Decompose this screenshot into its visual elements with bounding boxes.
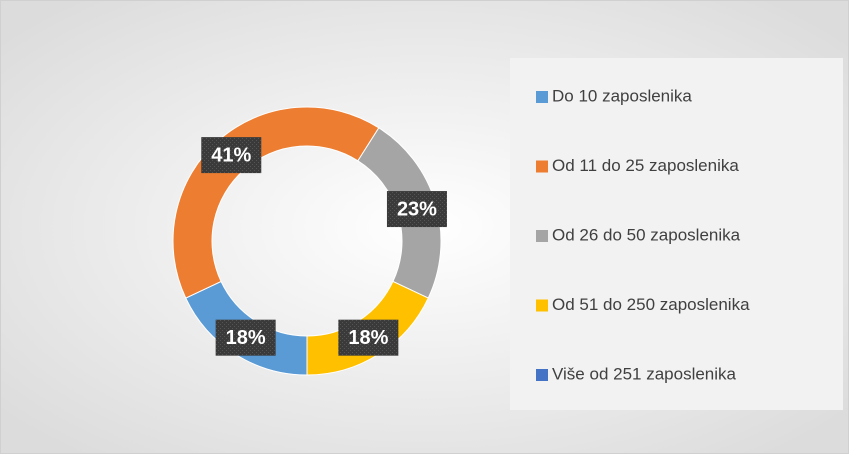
data-label: 18% xyxy=(226,327,266,349)
data-label: 23% xyxy=(397,198,437,220)
legend-label: Od 11 do 25 zaposlenika xyxy=(552,156,739,175)
legend-box xyxy=(510,58,843,410)
data-label-box xyxy=(386,191,447,228)
data-label-box xyxy=(338,319,399,356)
data-label-box xyxy=(215,319,276,356)
data-label-box xyxy=(201,137,262,174)
legend-marker xyxy=(536,91,548,103)
legend-marker xyxy=(536,230,548,242)
legend-label: Više od 251 zaposlenika xyxy=(552,364,737,383)
legend-marker xyxy=(536,299,548,312)
legend-label: Od 51 do 250 zaposlenika xyxy=(552,295,750,314)
legend-label: Od 26 do 50 zaposlenika xyxy=(552,225,741,244)
legend-label: Do 10 zaposlenika xyxy=(552,86,692,105)
legend-marker xyxy=(536,160,548,173)
data-label: 41% xyxy=(211,144,251,166)
legend-marker xyxy=(536,369,548,381)
data-label: 18% xyxy=(348,327,388,349)
